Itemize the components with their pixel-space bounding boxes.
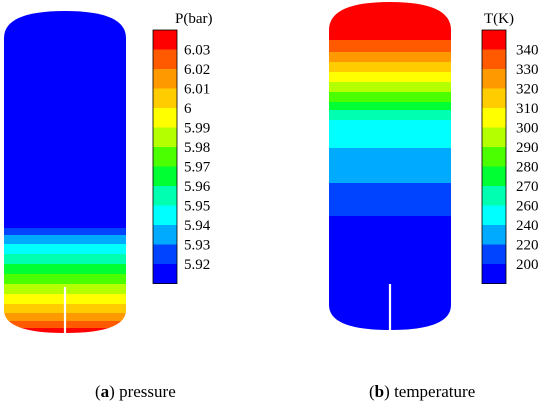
pressure-band: [4, 235, 126, 244]
temperature-band: [329, 52, 451, 62]
legend-label: 320: [516, 82, 539, 98]
legend-label: 240: [516, 218, 539, 234]
temperature-band: [329, 102, 451, 110]
legend-swatch: [482, 264, 506, 284]
legend-label: 5.96: [184, 179, 211, 195]
legend-label: 5.93: [184, 238, 210, 254]
legend-swatch: [482, 108, 506, 128]
legend-swatch: [482, 88, 506, 109]
legend-swatch: [153, 205, 177, 226]
legend-label: 330: [516, 62, 539, 78]
temperature-band: [329, 40, 451, 52]
legend-label: 280: [516, 160, 539, 176]
legend-label: 220: [516, 238, 539, 254]
temperature-band: [329, 110, 451, 120]
legend-frame: [481, 29, 507, 284]
caption-letter: a: [100, 382, 110, 401]
pressure-band: [4, 11, 126, 228]
legend-swatch: [153, 49, 177, 70]
pressure-caption: (a) pressure: [95, 382, 176, 401]
temperature-caption: (b) temperature: [369, 382, 476, 401]
pressure-band: [4, 254, 126, 264]
legend-swatch: [482, 186, 506, 206]
temperature-band: [329, 72, 451, 82]
legend-swatch: [482, 49, 506, 70]
legend-swatch: [482, 244, 506, 265]
temperature-band: [329, 148, 451, 183]
legend-label: 260: [516, 199, 539, 215]
legend-swatch: [153, 225, 177, 245]
caption-text: temperature: [394, 382, 476, 401]
legend-swatch: [153, 186, 177, 206]
legend-label: 5.95: [184, 199, 210, 215]
legend-swatch: [153, 264, 177, 284]
temperature-band: [329, 183, 451, 216]
legend-swatch: [153, 244, 177, 265]
legend-label: 310: [516, 101, 539, 117]
legend-swatch: [482, 166, 506, 187]
pressure-band: [4, 274, 126, 284]
legend-swatch: [153, 88, 177, 109]
pressure-contour: [4, 11, 126, 333]
legend-swatch: [153, 127, 177, 148]
temperature-band: [329, 92, 451, 102]
legend-swatch: [153, 30, 177, 50]
legend-label: 5.99: [184, 121, 210, 137]
legend-label: 270: [516, 179, 539, 195]
legend-label: 5.94: [184, 218, 211, 234]
legend-label: 5.97: [184, 160, 211, 176]
legend-label: 300: [516, 121, 539, 137]
pressure-legend-title: P(bar): [175, 11, 213, 27]
legend-label: 6: [184, 101, 192, 117]
legend-label: 290: [516, 140, 539, 156]
legend-swatch: [482, 30, 506, 50]
pressure-band: [4, 264, 126, 274]
pressure-band: [4, 228, 126, 235]
legend-label: 340: [516, 43, 539, 59]
caption-text: pressure: [119, 382, 176, 401]
legend-label: 6.03: [184, 43, 210, 59]
legend-label: 5.92: [184, 257, 210, 273]
legend-frame: [152, 29, 178, 284]
caption-letter: b: [374, 382, 385, 401]
legend-swatch: [153, 69, 177, 89]
legend-swatch: [482, 147, 506, 167]
pressure-band: [4, 244, 126, 254]
temperature-band: [329, 62, 451, 72]
legend-label: 5.98: [184, 140, 210, 156]
legend-swatch: [153, 108, 177, 128]
legend-label: 6.02: [184, 62, 210, 78]
legend-swatch: [482, 127, 506, 148]
legend-swatch: [153, 147, 177, 167]
temperature-band: [329, 2, 451, 40]
temperature-contour: [329, 2, 451, 330]
legend-swatch: [482, 225, 506, 245]
pressure-legend: 6.03 6.02 6.01 6 5.99 5.98 5.97 5.96 5.95 5.94 5.9…: [152, 29, 211, 284]
legend-label: 200: [516, 257, 539, 273]
temperature-band: [329, 82, 451, 92]
temperature-legend: 340 330 320 310 300 290 280 270 260 240 220 200: [481, 29, 539, 284]
temperature-band: [329, 120, 451, 148]
legend-label: 6.01: [184, 82, 210, 98]
temperature-legend-title: T(K): [484, 11, 514, 27]
legend-swatch: [482, 205, 506, 226]
legend-swatch: [153, 166, 177, 187]
legend-swatch: [482, 69, 506, 89]
